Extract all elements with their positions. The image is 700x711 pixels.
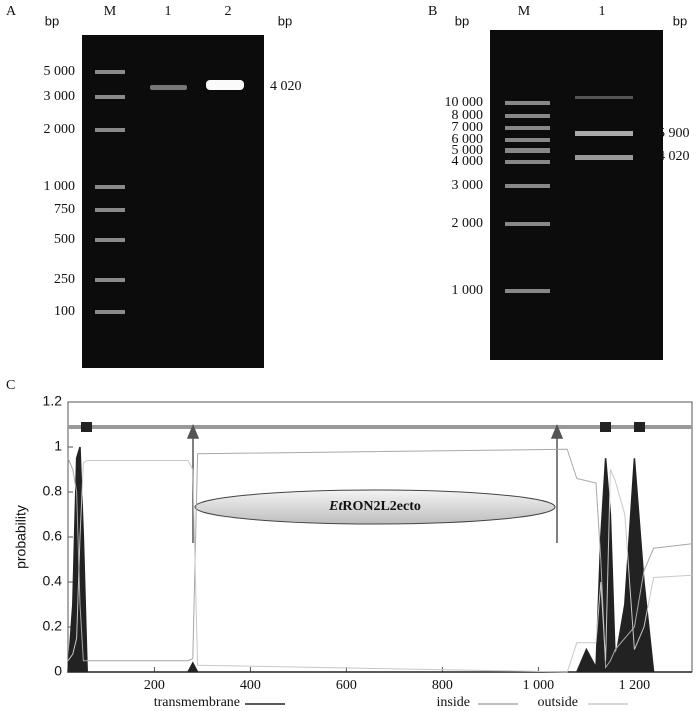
ladder-label: 500 [54,232,75,247]
ladder-label: 3 000 [452,178,484,193]
arrow-head [186,424,200,439]
ladder-bands [505,101,550,293]
ladder-label: 250 [54,272,75,287]
x-tick-label: 200 [144,678,165,693]
ladder-label: 750 [54,202,75,217]
band-label: 4 020 [658,149,690,164]
annotation-italic: Et [328,499,343,514]
unit: bp [278,13,292,28]
arrow-head [550,424,564,439]
y-tick-label: 1 [54,438,62,454]
y-tick-label: 0.4 [43,573,63,589]
band-label: 5 900 [658,126,690,141]
y-tick-label: 0.8 [43,483,63,499]
ladder-label: 1 000 [452,283,484,298]
ladder-label: 4 000 [452,154,484,169]
band [150,85,187,90]
ladder-label: 6 000 [452,132,484,147]
legend-label: transmembrane [154,695,240,710]
unit: bp [673,13,687,28]
y-tick-label: 0.2 [43,618,63,634]
band [575,131,633,136]
lane-label: 1 [165,4,172,19]
lane-label: 1 [599,4,606,19]
band [575,155,633,160]
ladder-label: 7 000 [452,120,484,135]
series-line [67,460,693,673]
annotation-text: RON2L2ecto [342,499,421,514]
unit: bp [455,13,469,28]
y-axis-label: probability [13,505,29,569]
y-tick-label: 1.2 [43,393,63,409]
topology-box [634,422,645,432]
ladder-bands [95,70,125,314]
band [575,96,633,99]
gel [490,30,663,360]
ladder-label: 2 000 [44,122,76,137]
panel-label: C [6,378,15,393]
y-tick-label: 0.6 [43,528,63,544]
series-line [67,448,693,669]
legend-label: inside [437,695,470,710]
ladder-label: 10 000 [445,95,484,110]
y-tick-label: 0 [54,663,62,679]
x-tick-label: 800 [432,678,453,693]
annotation: EtRON2L2ecto [328,499,421,514]
ladder-label: 3 000 [44,89,76,104]
panel-label: A [6,4,17,19]
ladder-label: 2 000 [452,216,484,231]
legend-label: outside [538,695,578,710]
ladder-label: 100 [54,304,75,319]
ladder-label: 8 000 [452,108,484,123]
lane-label: 2 [225,4,232,19]
x-tick-label: 1 000 [523,678,555,693]
ladder-label: 5 000 [452,143,484,158]
unit: bp [45,13,59,28]
series-line [67,446,692,673]
panel-label: B [428,4,437,19]
x-tick-label: 400 [240,678,261,693]
ladder-label: 1 000 [44,179,76,194]
annotation-ellipse [194,489,556,525]
lane-label: M [518,4,531,19]
lane-label: M [104,4,117,19]
topology-box [600,422,611,432]
x-tick-label: 600 [336,678,357,693]
topology-box [81,422,92,432]
band-label: 4 020 [270,79,302,94]
band [206,80,244,90]
x-tick-label: 1 200 [619,678,651,693]
ladder-label: 5 000 [44,64,76,79]
